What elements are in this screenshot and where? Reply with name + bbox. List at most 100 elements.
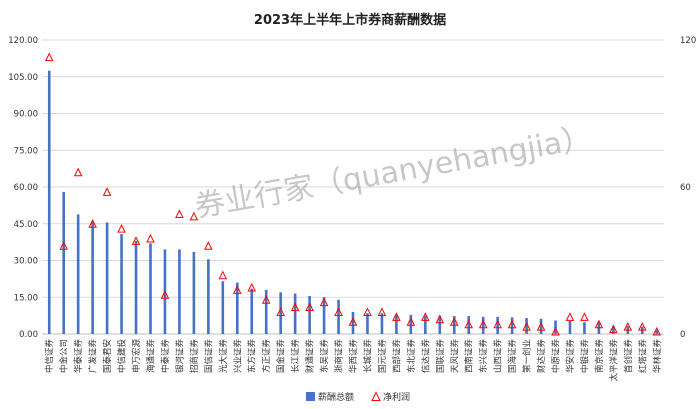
bar (308, 296, 311, 334)
category-label: 国金证券 (276, 339, 287, 374)
bar (47, 70, 51, 334)
bar-series (47, 70, 659, 334)
triangle-marker (637, 322, 647, 331)
bar (250, 288, 254, 334)
triangle-marker (232, 285, 242, 294)
category-label: 国泰君安 (102, 339, 113, 373)
category-label: 国信证券 (203, 339, 214, 374)
left-tick-label: 45.00 (14, 220, 38, 230)
triangle-marker (73, 167, 83, 177)
bar (235, 282, 239, 334)
triangle-marker (59, 241, 69, 250)
category-label: 东方证券 (247, 339, 258, 374)
triangle-marker (435, 314, 445, 324)
triangle-marker (377, 307, 387, 316)
category-label: 招商证券 (189, 339, 200, 374)
triangle-marker (334, 307, 343, 316)
triangle-marker (290, 302, 300, 312)
bar (539, 318, 543, 334)
bar (322, 297, 326, 334)
triangle-marker (131, 236, 141, 245)
left-tick-label: 75.00 (14, 146, 38, 156)
category-label: 华泰证券 (73, 339, 84, 374)
category-label: 东兴证券 (478, 339, 489, 374)
triangle-marker (594, 319, 604, 329)
category-label: 申万宏源 (131, 339, 142, 374)
category-labels: 中信证券 中金公司 华泰证券 广发证券 国泰君安 中信建投 申万宏源 海通证券 中泰证券 银河证券… (44, 339, 663, 382)
bar (264, 289, 268, 334)
category-label: 中泰证券 (160, 339, 171, 374)
bar (337, 299, 340, 334)
bar (438, 315, 442, 334)
triangle-marker (536, 322, 546, 331)
category-label: 光大证券 (218, 339, 229, 374)
right-axis: 0 60 120 (680, 36, 696, 340)
bar (424, 315, 427, 334)
category-label: 东北证券 (406, 339, 417, 374)
triangle-marker (609, 324, 618, 334)
category-label: 中信建投 (117, 339, 128, 374)
bar (91, 221, 94, 334)
triangle-marker (392, 312, 401, 321)
bar (510, 317, 514, 334)
bar (207, 259, 210, 334)
category-label: 海通证券 (145, 339, 156, 374)
triangle-marker (305, 302, 314, 312)
category-label: 广发证券 (88, 339, 99, 374)
marker-series (44, 52, 662, 336)
category-label: 中金公司 (59, 339, 70, 373)
category-label: 中信证券 (44, 339, 55, 374)
legend-triangle-icon (371, 391, 381, 401)
category-label: 浙商证券 (334, 339, 345, 374)
left-axis: 0.00 15.00 30.00 45.00 60.00 75.00 90.00 105.00… (8, 36, 38, 340)
triangle-marker (421, 312, 430, 321)
right-tick-label: 60 (680, 183, 691, 193)
bar (612, 325, 615, 334)
category-label: 国海证券 (507, 339, 518, 374)
left-tick-label: 120.00 (8, 36, 38, 46)
category-label: 太平洋证券 (608, 339, 619, 382)
category-label: 国元证券 (377, 339, 388, 374)
bar (568, 321, 572, 334)
left-tick-label: 30.00 (14, 257, 38, 267)
category-label: 财通证券 (305, 339, 316, 374)
bar (655, 329, 659, 334)
left-tick-label: 15.00 (14, 293, 38, 303)
left-tick-label: 90.00 (14, 110, 38, 120)
triangle-marker (551, 326, 560, 336)
triangle-marker (652, 326, 662, 336)
triangle-marker (319, 297, 329, 307)
category-label: 红塔证券 (637, 339, 648, 374)
legend-bar-swatch (306, 392, 315, 401)
triangle-marker (88, 219, 97, 228)
bar (134, 240, 138, 334)
right-tick-label: 120 (680, 36, 696, 46)
bar (149, 243, 152, 334)
triangle-marker (348, 317, 358, 326)
legend-triangle-label: 净利润 (383, 391, 410, 403)
triangle-marker (464, 319, 474, 329)
category-label: 国联证券 (435, 339, 446, 374)
triangle-marker (204, 241, 213, 250)
bar (395, 314, 398, 334)
triangle-marker (218, 270, 228, 280)
bar (62, 191, 65, 334)
left-tick-label: 105.00 (8, 73, 38, 83)
grid (42, 39, 664, 335)
bar (366, 313, 369, 334)
left-tick-label: 0.00 (19, 330, 38, 340)
category-label: 第一创业 (522, 339, 533, 373)
bar (351, 311, 355, 334)
category-label: 华安证券 (565, 339, 576, 374)
bar (192, 251, 196, 334)
bar (120, 234, 123, 334)
triangle-marker (406, 317, 416, 326)
category-label: 银河证券 (174, 339, 185, 374)
category-label: 天风证券 (449, 339, 460, 374)
category-label: 西部证券 (391, 339, 402, 374)
category-label: 华林证券 (652, 339, 663, 374)
category-label: 财达证券 (536, 339, 547, 374)
legend: 薪酬总额 净利润 (306, 391, 410, 403)
category-label: 中银证券 (579, 339, 590, 374)
triangle-marker (189, 211, 199, 221)
